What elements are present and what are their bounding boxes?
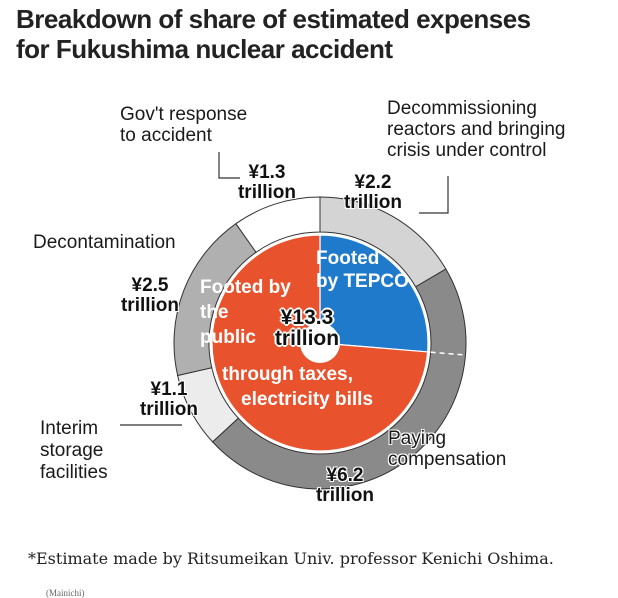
leader-line-gov xyxy=(218,152,240,179)
label-through-taxes: through taxes, xyxy=(222,364,353,385)
value-decommissioning: ¥2.2 trillion xyxy=(343,172,403,213)
value-decontamination: ¥2.5 trillion xyxy=(120,275,180,316)
inner-pie xyxy=(211,234,466,452)
value-interim-storage: ¥1.1 trillion xyxy=(139,379,199,420)
total-value: ¥13.3 trillion xyxy=(274,306,340,350)
center-disk xyxy=(300,323,340,363)
label-footed-by-public: Footed by the public xyxy=(200,277,291,348)
chart-title-line-2: for Fukushima nuclear accident xyxy=(16,34,393,64)
label-interim-storage: Interim storage facilities xyxy=(40,418,108,483)
chart-title-line-1: Breakdown of share of estimated expenses xyxy=(16,4,531,34)
value-compensation: ¥6.2 trillion xyxy=(315,465,375,506)
label-decontamination: Decontamination xyxy=(33,232,176,253)
label-footed-by-tepco: Footed by TEPCO xyxy=(316,248,409,292)
value-gov-response: ¥1.3 trillion xyxy=(237,162,297,203)
leader-line-decom xyxy=(419,176,449,214)
footnote: *Estimate made by Ritsumeikan Univ. prof… xyxy=(28,549,554,568)
chart-title: Breakdown of share of estimated expenses… xyxy=(16,4,531,64)
outer-ring xyxy=(173,196,467,490)
tepco-split-divider xyxy=(430,351,466,356)
label-gov-response: Gov't response to accident xyxy=(120,104,248,146)
label-compensation: Paying compensation xyxy=(388,428,507,470)
inner-slice xyxy=(319,234,429,353)
outer-segment xyxy=(235,196,321,253)
label-electricity-bills: electricity bills xyxy=(241,389,374,410)
label-decommissioning: Decommissioning reactors and bringing cr… xyxy=(387,98,566,161)
outer-segment xyxy=(211,268,467,490)
source-credit: (Mainichi) xyxy=(46,588,85,598)
